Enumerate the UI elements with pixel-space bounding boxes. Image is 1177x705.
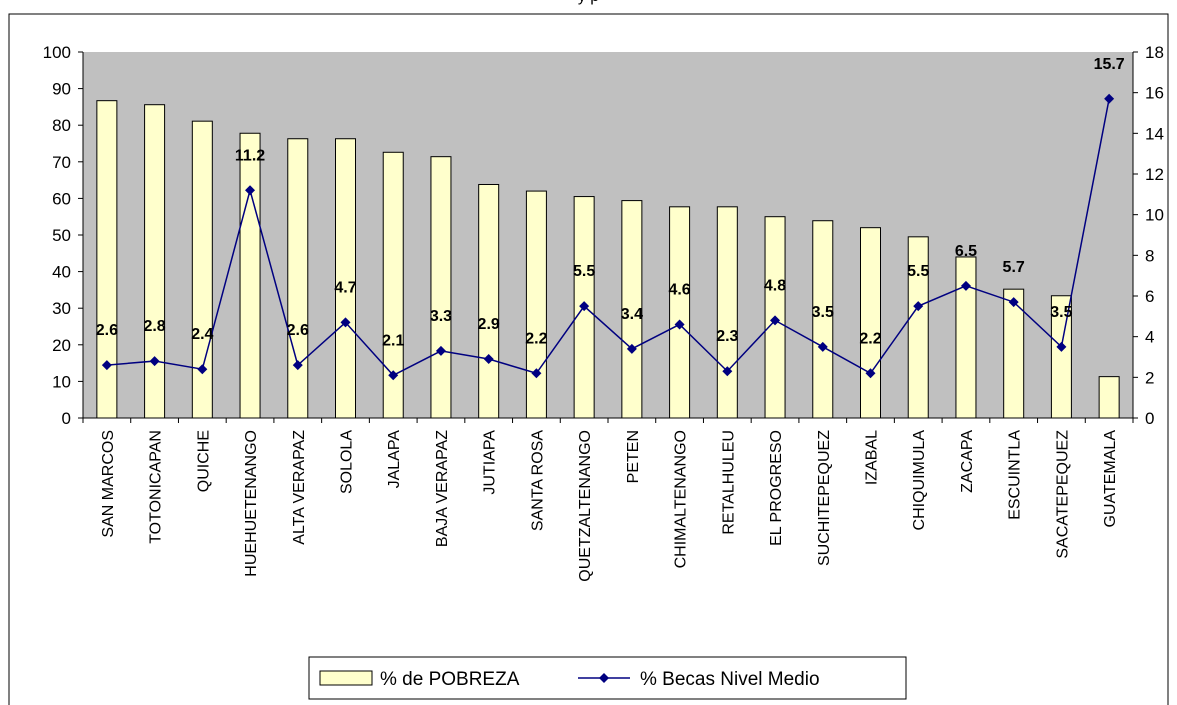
- becas-data-label: 4.6: [668, 281, 690, 298]
- becas-data-label: 6.5: [955, 243, 977, 260]
- bar-huehuetenango: [240, 133, 260, 418]
- category-label: HUEHUETENANGO: [243, 430, 260, 577]
- becas-data-label: 5.5: [573, 263, 595, 280]
- right-tick-label: 6: [1145, 287, 1154, 306]
- right-tick-label: 18: [1145, 43, 1164, 62]
- category-label: TOTONICAPAN: [148, 430, 165, 544]
- category-label: JALAPA: [386, 430, 403, 489]
- category-label: ZACAPA: [959, 430, 976, 493]
- right-tick-label: 4: [1145, 328, 1154, 347]
- category-label: SUCHITEPEQUEZ: [816, 430, 833, 566]
- category-label: ALTA VERAPAZ: [291, 430, 308, 545]
- becas-data-label: 2.6: [287, 322, 309, 339]
- category-label: RETALHULEU: [720, 430, 737, 535]
- legend-line-label: % Becas Nivel Medio: [640, 669, 820, 690]
- category-label: QUETZALTENANGO: [577, 430, 594, 582]
- bar-totonicapan: [145, 105, 165, 418]
- becas-data-label: 2.4: [191, 326, 213, 343]
- becas-data-label: 2.6: [96, 322, 118, 339]
- category-label: SAN MARCOS: [100, 430, 117, 538]
- left-tick-label: 100: [43, 43, 71, 62]
- becas-data-label: 2.2: [859, 330, 881, 347]
- category-label: CHIMALTENANGO: [673, 430, 690, 568]
- category-label: SANTA ROSA: [529, 430, 546, 531]
- left-tick-label: 90: [52, 80, 71, 99]
- becas-data-label: 2.8: [143, 318, 165, 335]
- left-tick-label: 10: [52, 372, 71, 391]
- becas-data-label: 4.8: [764, 277, 786, 294]
- bar-santa-rosa: [526, 191, 546, 418]
- bar-jutiapa: [479, 184, 499, 418]
- bar-chimaltenango: [670, 207, 690, 418]
- bar-alta-verapaz: [288, 139, 308, 418]
- right-tick-label: 12: [1145, 165, 1164, 184]
- becas-data-label: 15.7: [1094, 56, 1125, 73]
- bar-san-marcos: [97, 101, 117, 418]
- left-tick-label: 20: [52, 336, 71, 355]
- left-tick-label: 30: [52, 299, 71, 318]
- becas-data-label: 2.2: [525, 330, 547, 347]
- left-tick-label: 60: [52, 189, 71, 208]
- legend-bar-label: % de POBREZA: [380, 669, 520, 690]
- left-tick-label: 70: [52, 153, 71, 172]
- category-label: CHIQUIMULA: [911, 430, 928, 531]
- left-tick-label: 50: [52, 226, 71, 245]
- bar-retalhuleu: [717, 207, 737, 418]
- becas-data-label: 2.9: [478, 316, 500, 333]
- category-label: ESCUINTLA: [1007, 430, 1024, 520]
- becas-data-label: 3.5: [812, 304, 834, 321]
- becas-data-label: 2.1: [382, 332, 404, 349]
- legend: % de POBREZA % Becas Nivel Medio: [309, 657, 906, 699]
- bar-solola: [336, 139, 356, 418]
- right-tick-label: 16: [1145, 84, 1164, 103]
- becas-data-label: 11.2: [235, 147, 265, 164]
- category-label: GUATEMALA: [1102, 430, 1119, 528]
- left-tick-label: 80: [52, 116, 71, 135]
- becas-data-label: 4.7: [334, 279, 356, 296]
- category-labels: SAN MARCOS TOTONICAPAN QUICHE HUEHUETENANGO…: [100, 430, 1119, 582]
- becas-data-label: 3.5: [1050, 304, 1072, 321]
- left-tick-label: 0: [62, 409, 71, 428]
- category-label: BAJA VERAPAZ: [434, 430, 451, 547]
- category-label: JUTIAPA: [482, 430, 499, 495]
- category-label: EL PROGRESO: [768, 430, 785, 546]
- right-tick-label: 8: [1145, 246, 1154, 265]
- category-label: QUICHE: [195, 430, 212, 492]
- category-label: SOLOLA: [339, 430, 356, 494]
- right-tick-label: 0: [1145, 409, 1154, 428]
- becas-data-label: 5.7: [1003, 259, 1025, 276]
- category-label: PETEN: [625, 430, 642, 483]
- category-label: IZABAL: [864, 430, 881, 485]
- right-tick-label: 2: [1145, 368, 1154, 387]
- becas-data-label: 3.3: [430, 308, 452, 325]
- right-tick-label: 10: [1145, 206, 1164, 225]
- left-tick-label: 40: [52, 263, 71, 282]
- bar-izabal: [861, 228, 881, 418]
- right-tick-label: 14: [1145, 124, 1164, 143]
- bar-baja-verapaz: [431, 157, 451, 418]
- becas-data-label: 3.4: [621, 306, 643, 323]
- becas-data-label: 2.3: [716, 328, 738, 345]
- legend-bar-swatch: [320, 671, 372, 685]
- bar-guatemala: [1099, 377, 1119, 418]
- becas-data-label: 5.5: [907, 263, 929, 280]
- category-label: SACATEPEQUEZ: [1054, 430, 1071, 559]
